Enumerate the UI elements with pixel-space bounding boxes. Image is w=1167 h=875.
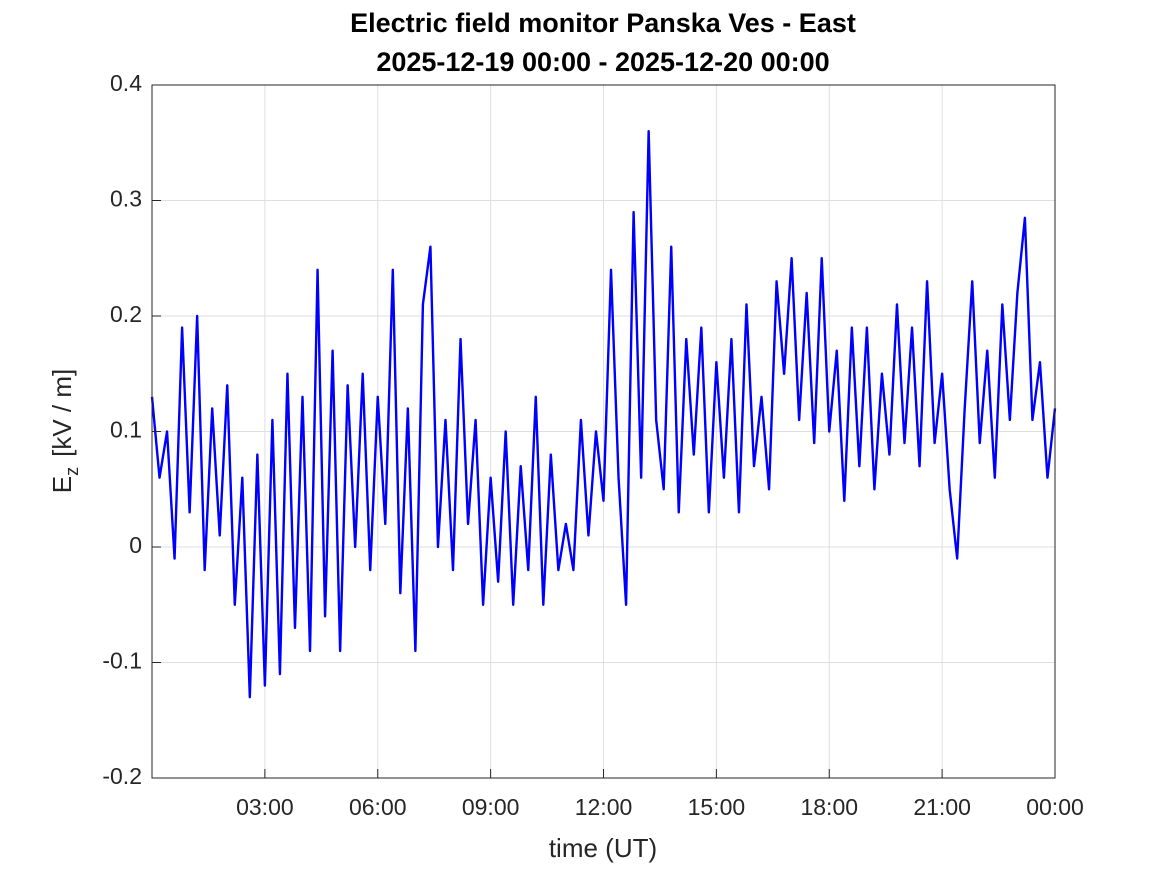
y-tick-label: 0.3 bbox=[110, 186, 142, 212]
y-axis-label: Ez [kV / m] bbox=[47, 369, 82, 493]
x-axis-label: time (UT) bbox=[549, 833, 657, 863]
x-tick-label: 09:00 bbox=[462, 794, 520, 820]
x-tick-label: 03:00 bbox=[236, 794, 294, 820]
x-tick-label: 12:00 bbox=[575, 794, 633, 820]
y-tick-label: -0.1 bbox=[102, 648, 142, 674]
plot-area bbox=[150, 130, 1057, 699]
x-tick-label: 18:00 bbox=[800, 794, 858, 820]
chart-title: Electric field monitor Panska Ves - East bbox=[350, 8, 856, 38]
y-label-unit: [kV / m] bbox=[47, 369, 77, 457]
y-tick-label: 0 bbox=[129, 532, 142, 558]
y-label-subscript: z bbox=[62, 467, 82, 476]
y-tick-label: 0.1 bbox=[110, 417, 142, 443]
y-tick-label: 0.4 bbox=[110, 70, 142, 96]
y-tick-label: 0.2 bbox=[110, 301, 142, 327]
ticks: -0.2 -0.1 0 0.1 0.2 0.3 0.4 03:00 06:00 09:00 12:0… bbox=[102, 70, 1083, 820]
chart-subtitle: 2025-12-19 00:00 - 2025-12-20 00:00 bbox=[376, 47, 829, 77]
y-tick-label: -0.2 bbox=[102, 763, 142, 789]
y-label-symbol: E bbox=[47, 476, 77, 493]
x-tick-label: 21:00 bbox=[913, 794, 971, 820]
x-tick-label: 15:00 bbox=[688, 794, 746, 820]
x-tick-label: 00:00 bbox=[1026, 794, 1084, 820]
data-line bbox=[150, 130, 1057, 699]
x-tick-label: 06:00 bbox=[349, 794, 407, 820]
